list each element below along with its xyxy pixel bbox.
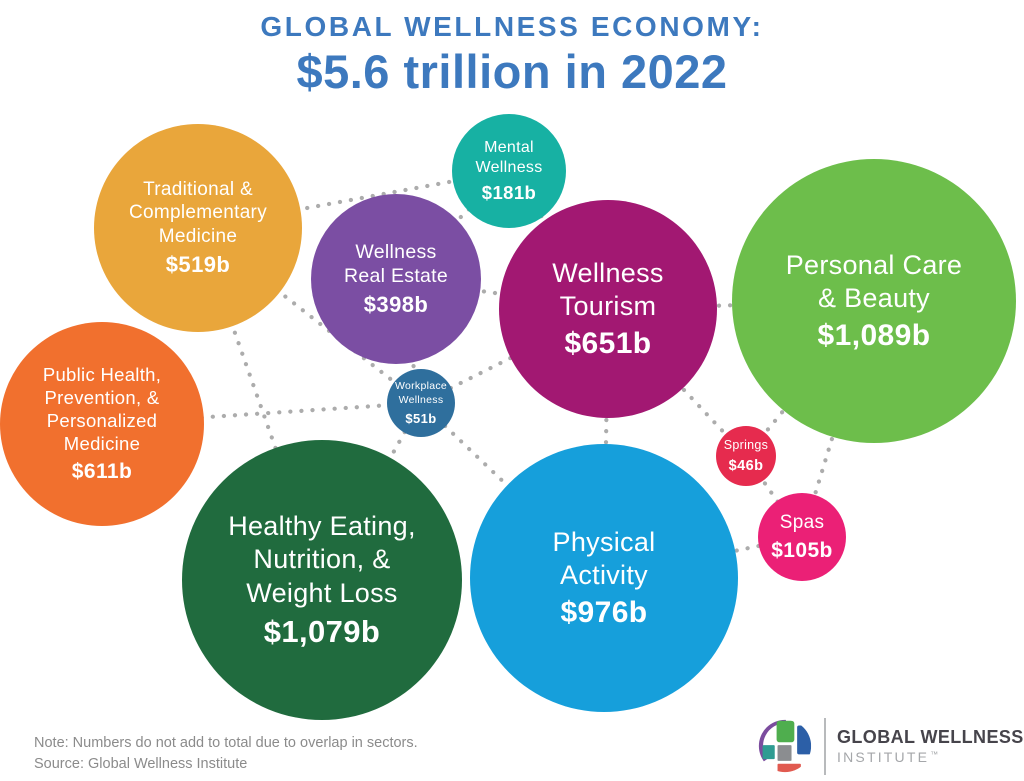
footnote: Note: Numbers do not add to total due to… xyxy=(34,733,418,775)
bubble-label: Springs xyxy=(723,438,769,453)
bubble-publichealth: Public Health, Prevention, & Personalize… xyxy=(0,322,204,526)
bubble-value: $1,079b xyxy=(263,614,381,650)
bubble-value: $46b xyxy=(728,457,764,474)
bubble-label: Spas xyxy=(779,512,825,534)
trademark-symbol: ™ xyxy=(930,750,939,760)
bubble-tourism: Wellness Tourism $651b xyxy=(499,200,717,418)
footnote-note-line: Note: Numbers do not add to total due to… xyxy=(34,735,418,751)
bubble-label: Traditional & Complementary Medicine xyxy=(128,178,267,247)
footnote-source-line: Source: Global Wellness Institute xyxy=(34,756,248,773)
bubble-realestate: Wellness Real Estate $398b xyxy=(311,194,481,364)
bubble-label: Wellness Real Estate xyxy=(343,240,449,287)
bubble-value: $519b xyxy=(165,252,231,278)
brand-subtitle: INSTITUTE™ xyxy=(837,749,1024,765)
logo-tile-red xyxy=(777,763,801,773)
bubble-value: $651b xyxy=(564,327,652,361)
bubble-label: Public Health, Prevention, & Personalize… xyxy=(42,364,162,454)
bubble-workplace: Workplace Wellness $51b xyxy=(387,369,455,437)
logo-divider xyxy=(824,717,826,775)
bubble-springs: Springs $46b xyxy=(716,426,776,486)
bubble-value: $51b xyxy=(405,410,437,426)
bubble-personalcare: Personal Care & Beauty $1,089b xyxy=(732,159,1016,443)
bubble-tcm: Traditional & Complementary Medicine $51… xyxy=(94,124,302,332)
bubble-label: Healthy Eating, Nutrition, & Weight Loss xyxy=(228,510,416,608)
brand-name: GLOBAL WELLNESS xyxy=(837,726,1024,747)
bubble-label: Wellness Tourism xyxy=(552,257,664,321)
connector-dotted-line xyxy=(99,400,424,427)
bubble-label: Personal Care & Beauty xyxy=(785,249,963,313)
bubble-value: $398b xyxy=(363,292,429,318)
brand-subtitle-text: INSTITUTE xyxy=(837,749,930,766)
bubble-label: Mental Wellness xyxy=(475,139,543,176)
bubble-healthyeating: Healthy Eating, Nutrition, & Weight Loss… xyxy=(182,440,462,720)
bubble-value: $1,089b xyxy=(817,319,931,353)
logo-tile-green xyxy=(776,720,795,743)
chart-title: GLOBAL WELLNESS ECONOMY: $5.6 trillion i… xyxy=(0,11,1024,99)
bubble-value: $976b xyxy=(560,596,648,630)
bubble-value: $611b xyxy=(71,459,133,483)
bubble-spas: Spas $105b xyxy=(758,493,846,581)
connector-dotted-line xyxy=(418,306,611,406)
chart-title-line1: GLOBAL WELLNESS ECONOMY: xyxy=(260,11,764,42)
bubble-physical: Physical Activity $976b xyxy=(470,444,738,712)
logo-tile-blue xyxy=(797,725,812,755)
bubble-label: Physical Activity xyxy=(552,526,656,590)
bubble-value: $105b xyxy=(771,538,833,562)
logo-tile-gray xyxy=(777,745,792,761)
gwi-brand-block: GLOBAL WELLNESS INSTITUTE™ xyxy=(757,717,1024,775)
bubble-value: $181b xyxy=(481,181,537,203)
gwi-logo-icon xyxy=(758,719,812,773)
logo-tile-teal xyxy=(762,745,775,760)
chart-title-line2: $5.6 trillion in 2022 xyxy=(296,45,728,98)
bubble-label: Workplace Wellness xyxy=(394,380,448,406)
bubble-mental: Mental Wellness $181b xyxy=(452,114,566,228)
